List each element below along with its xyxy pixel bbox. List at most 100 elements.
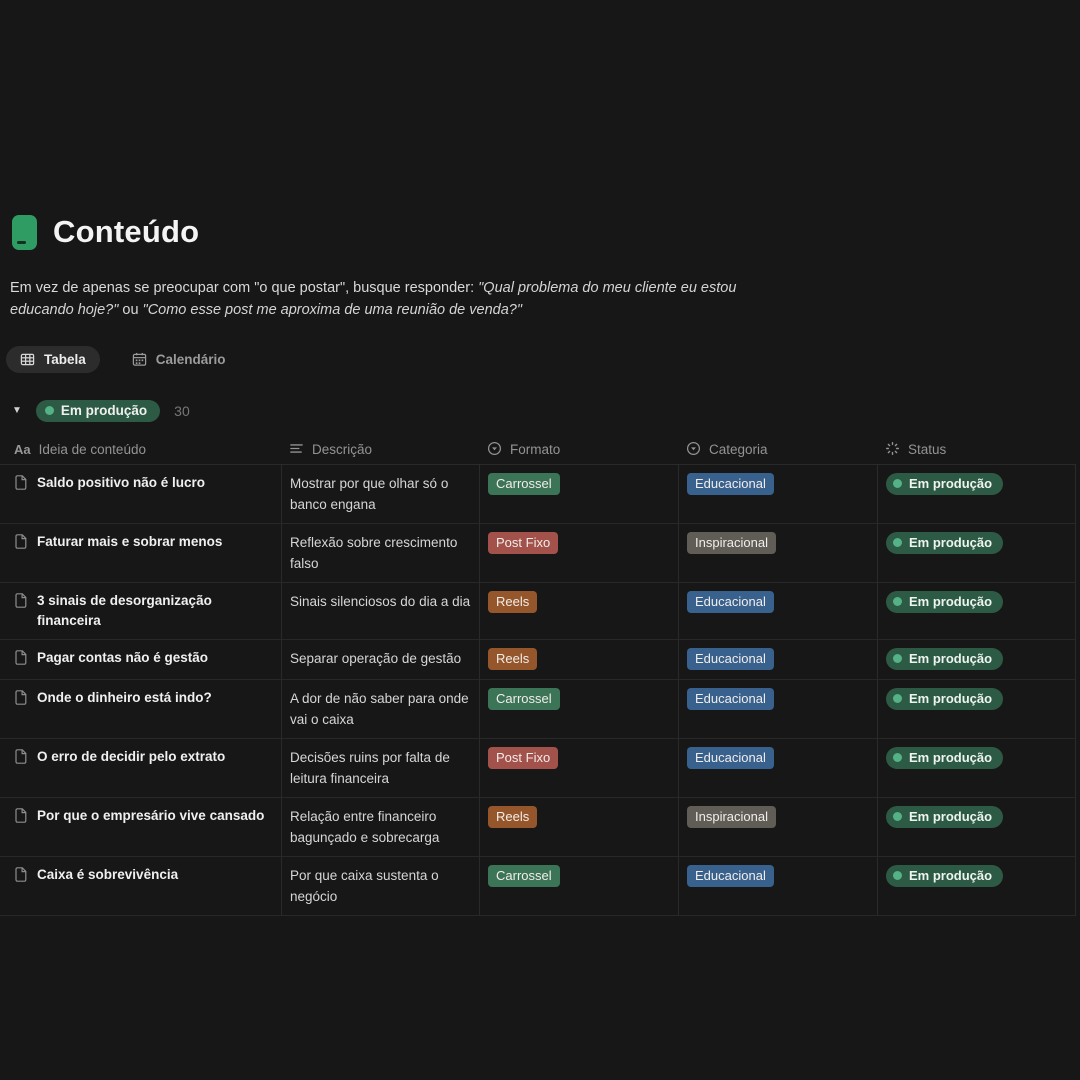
categoria-badge[interactable]: Educacional (687, 648, 774, 670)
content-table: Aa Ideia de conteúdo Descrição Formato (0, 435, 1076, 916)
formato-badge[interactable]: Reels (488, 806, 538, 828)
column-header-descricao[interactable]: Descrição (281, 441, 479, 459)
intro-part2: ou (118, 302, 143, 318)
row-description: A dor de não saber para onde vai o caixa (290, 691, 469, 727)
row-description: Mostrar por que olhar só o banco engana (290, 476, 449, 512)
status-dot-icon (893, 654, 902, 663)
table-row[interactable]: 3 sinais de desorganização financeira Si… (0, 583, 1076, 640)
page-title: Conteúdo (53, 214, 200, 249)
text-type-icon: Aa (14, 442, 31, 457)
page-icon (13, 688, 29, 711)
column-header-ideia[interactable]: Aa Ideia de conteúdo (0, 442, 281, 457)
formato-badge[interactable]: Carrossel (488, 865, 560, 887)
table-body: Saldo positivo não é lucro Mostrar por q… (0, 465, 1076, 916)
group-count: 30 (174, 403, 190, 419)
table-row[interactable]: O erro de decidir pelo extrato Decisões … (0, 739, 1076, 798)
row-description: Separar operação de gestão (290, 651, 462, 666)
status-label: Em produção (909, 750, 993, 765)
table-row[interactable]: Caixa é sobrevivência Por que caixa sust… (0, 857, 1076, 916)
group-label: Em produção (60, 403, 148, 418)
intro-quote2: "Como esse post me aproxima de uma reuni… (142, 302, 522, 318)
row-description: Sinais silenciosos do dia a dia (290, 594, 471, 609)
formato-badge[interactable]: Post Fixo (488, 747, 559, 769)
status-label: Em produção (909, 691, 993, 706)
row-title: Por que o empresário vive cansado (37, 808, 265, 823)
align-left-icon (289, 441, 304, 459)
column-header-categoria[interactable]: Categoria (678, 441, 877, 459)
categoria-badge[interactable]: Educacional (687, 591, 774, 613)
status-dot-icon (893, 871, 902, 880)
collapse-caret-icon[interactable]: ▼ (12, 405, 22, 416)
status-badge[interactable]: Em produção (886, 747, 1004, 769)
tab-label: Calendário (155, 352, 226, 367)
page-icon (13, 806, 29, 829)
categoria-badge[interactable]: Educacional (687, 865, 774, 887)
formato-badge[interactable]: Reels (488, 591, 538, 613)
column-header-status[interactable]: Status (877, 441, 1076, 459)
categoria-badge[interactable]: Inspiracional (687, 806, 776, 828)
formato-badge[interactable]: Post Fixo (488, 532, 559, 554)
formato-badge[interactable]: Reels (488, 648, 538, 670)
formato-badge[interactable]: Carrossel (488, 688, 560, 710)
group-pill[interactable]: Em produção (35, 400, 161, 422)
view-tabs: Tabela Calendário (6, 346, 1080, 373)
column-label: Descrição (312, 442, 373, 457)
group-header: ▼ Em produção 30 (12, 400, 1080, 422)
status-badge[interactable]: Em produção (886, 865, 1004, 887)
tab-tabela[interactable]: Tabela (6, 346, 100, 373)
intro-quote1: "Qual problema do meu cliente eu estou e… (10, 280, 737, 318)
page-icon (13, 747, 29, 770)
table-header: Aa Ideia de conteúdo Descrição Formato (0, 435, 1076, 465)
table-row[interactable]: Saldo positivo não é lucro Mostrar por q… (0, 465, 1076, 524)
column-label: Ideia de conteúdo (38, 442, 146, 457)
select-icon (686, 441, 701, 459)
tab-label: Tabela (44, 352, 86, 367)
status-badge[interactable]: Em produção (886, 648, 1004, 670)
categoria-badge[interactable]: Inspiracional (687, 532, 776, 554)
status-badge[interactable]: Em produção (886, 688, 1004, 710)
status-dot-icon (893, 538, 902, 547)
table-icon (20, 352, 35, 367)
row-title: Saldo positivo não é lucro (37, 475, 206, 490)
status-spinner-icon (885, 441, 900, 459)
table-row[interactable]: Faturar mais e sobrar menos Reflexão sob… (0, 524, 1076, 583)
status-badge[interactable]: Em produção (886, 806, 1004, 828)
status-badge[interactable]: Em produção (886, 532, 1004, 554)
status-label: Em produção (909, 651, 993, 666)
categoria-badge[interactable]: Educacional (687, 688, 774, 710)
categoria-badge[interactable]: Educacional (687, 747, 774, 769)
page-icon (13, 648, 29, 671)
status-badge[interactable]: Em produção (886, 473, 1004, 495)
intro-text: Em vez de apenas se preocupar com "o que… (10, 277, 766, 321)
row-title: Onde o dinheiro está indo? (37, 690, 212, 705)
status-label: Em produção (909, 809, 993, 824)
tab-calendario[interactable]: Calendário (118, 346, 240, 373)
row-title: Pagar contas não é gestão (37, 650, 209, 665)
row-title: Caixa é sobrevivência (37, 867, 179, 882)
categoria-badge[interactable]: Educacional (687, 473, 774, 495)
table-row[interactable]: Pagar contas não é gestão Separar operaç… (0, 640, 1076, 680)
page-icon (13, 532, 29, 555)
row-description: Por que caixa sustenta o negócio (290, 868, 439, 904)
page-icon (13, 865, 29, 888)
row-title: 3 sinais de desorganização financeira (37, 593, 212, 628)
status-label: Em produção (909, 868, 993, 883)
row-title: O erro de decidir pelo extrato (37, 749, 226, 764)
row-title: Faturar mais e sobrar menos (37, 534, 223, 549)
status-badge[interactable]: Em produção (886, 591, 1004, 613)
select-icon (487, 441, 502, 459)
table-row[interactable]: Onde o dinheiro está indo? A dor de não … (0, 680, 1076, 739)
status-dot-icon (893, 812, 902, 821)
status-dot-icon (893, 597, 902, 606)
column-header-formato[interactable]: Formato (479, 441, 678, 459)
notion-page: Conteúdo Em vez de apenas se preocupar c… (0, 214, 1080, 1080)
status-dot-icon (44, 406, 54, 415)
table-row[interactable]: Por que o empresário vive cansado Relaçã… (0, 798, 1076, 857)
status-label: Em produção (909, 476, 993, 491)
page-header: Conteúdo (12, 214, 1080, 250)
status-label: Em produção (909, 594, 993, 609)
formato-badge[interactable]: Carrossel (488, 473, 560, 495)
column-label: Categoria (709, 442, 768, 457)
row-description: Relação entre financeiro bagunçado e sob… (290, 809, 440, 845)
status-dot-icon (893, 694, 902, 703)
